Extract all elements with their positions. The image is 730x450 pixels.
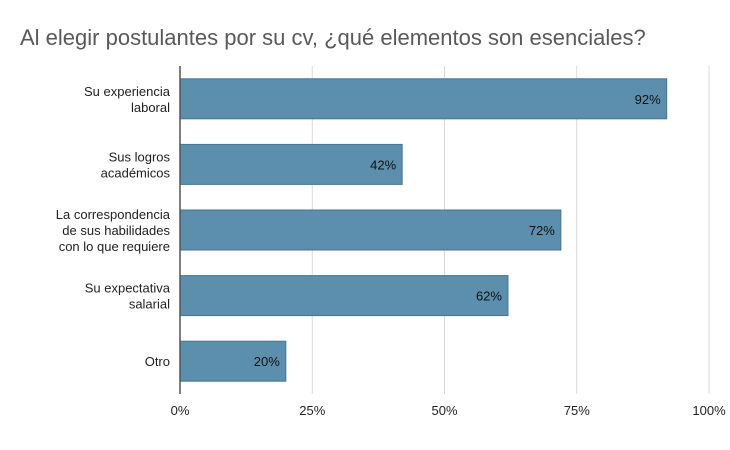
bar-value-label: 62% <box>476 289 502 304</box>
bar-value-label: 42% <box>370 157 396 172</box>
category-label: salarial <box>129 297 170 312</box>
bar-value-label: 72% <box>529 223 555 238</box>
category-label: Su expectativa <box>85 281 171 296</box>
category-label: Su experiencia <box>84 84 171 99</box>
category-label: con lo que requiere <box>59 239 170 254</box>
chart-title: Al elegir postulantes por su cv, ¿qué el… <box>20 25 646 50</box>
category-label: de sus habilidades <box>62 223 170 238</box>
x-tick-label: 25% <box>299 403 325 418</box>
x-tick-label: 75% <box>564 403 590 418</box>
bar <box>179 143 403 185</box>
category-label: académicos <box>101 165 171 180</box>
x-tick-label: 0% <box>171 403 190 418</box>
bar <box>179 209 562 251</box>
bars: 92% 42% 72% 62% 20% <box>179 78 668 382</box>
x-tick-label: 100% <box>692 403 726 418</box>
category-label: La correspondencia <box>56 207 171 222</box>
x-tick-label: 50% <box>431 403 457 418</box>
bar-value-label: 20% <box>254 354 280 369</box>
bar <box>179 275 509 317</box>
category-label: Sus logros <box>109 149 171 164</box>
bar-value-label: 92% <box>635 92 661 107</box>
category-label: laboral <box>131 100 170 115</box>
bar <box>179 78 668 120</box>
category-label: Otro <box>145 354 170 369</box>
x-tick-labels: 0% 25% 50% 75% 100% <box>171 403 726 418</box>
bar <box>179 340 287 382</box>
